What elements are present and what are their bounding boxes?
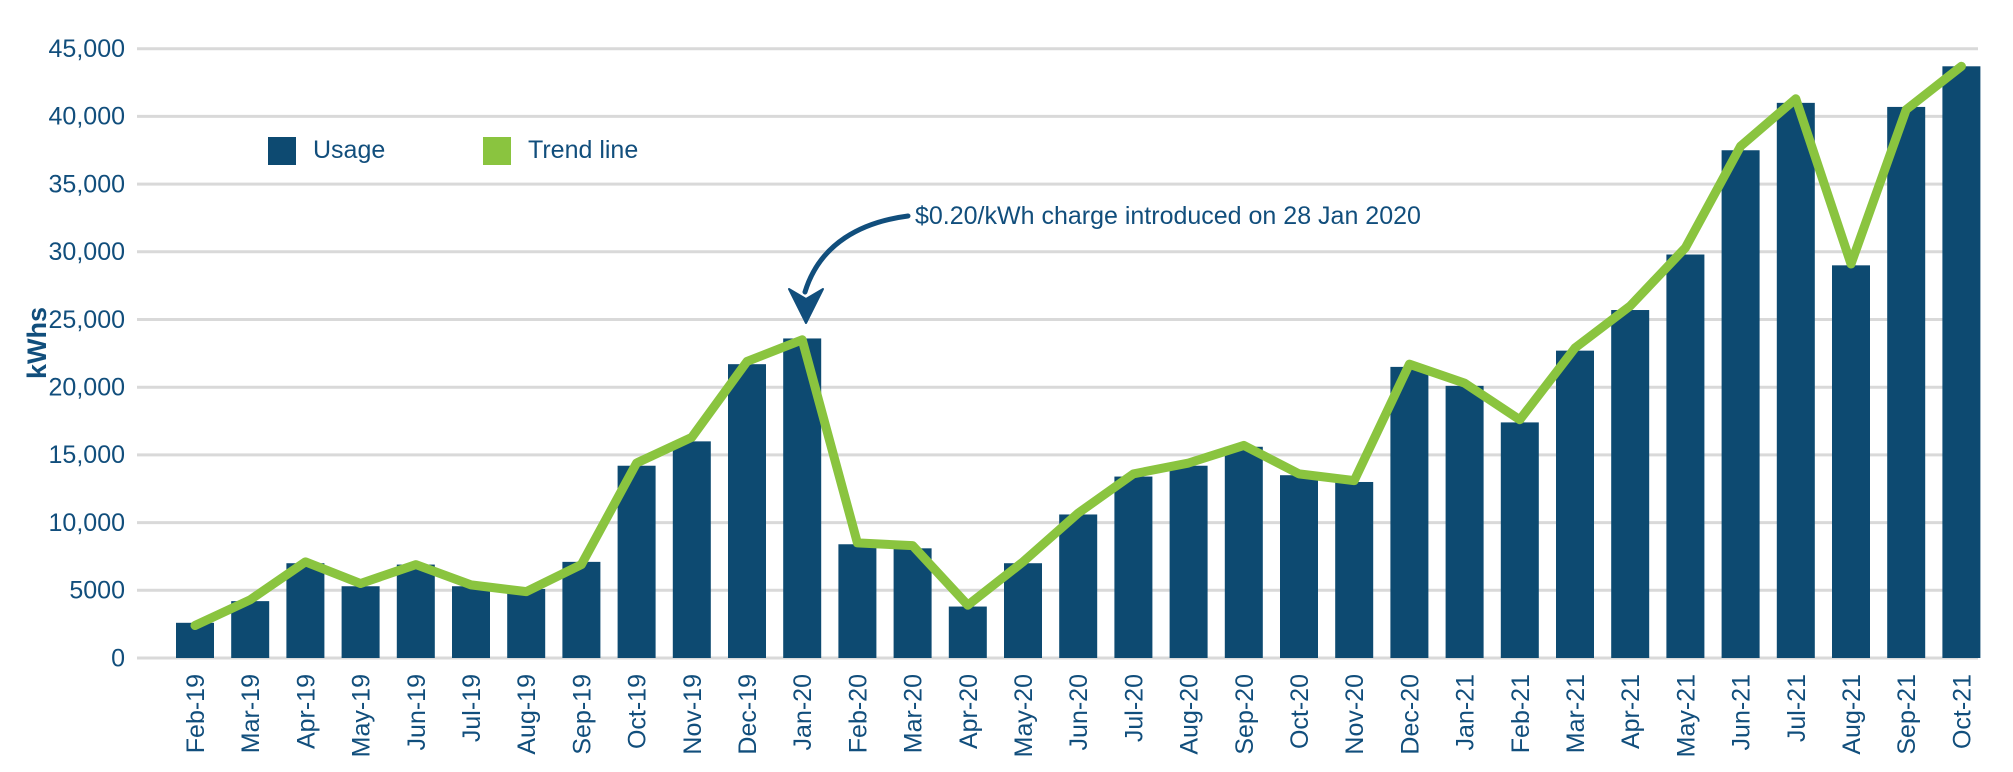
- x-tick-label: Apr-19: [292, 674, 320, 749]
- y-tick-label: 0: [111, 644, 125, 672]
- x-tick-label: Jul-20: [1120, 674, 1148, 742]
- usage-bar: [562, 561, 601, 658]
- usage-bar: [1611, 310, 1650, 658]
- usage-bar: [1059, 514, 1098, 658]
- bars: [176, 66, 1981, 659]
- x-tick-label: Sep-20: [1231, 674, 1259, 755]
- usage-bar: [1776, 102, 1815, 659]
- usage-bar: [728, 364, 766, 658]
- usage-bar: [838, 544, 877, 658]
- x-tick-label: May-20: [1010, 674, 1038, 757]
- usage-bar: [1721, 150, 1760, 658]
- y-tick-label: 5000: [69, 577, 125, 605]
- legend-item-usage: Usage: [268, 136, 385, 165]
- x-tick-label: Dec-20: [1396, 674, 1424, 755]
- x-tick-label: Dec-19: [734, 674, 762, 755]
- x-tick-label: Jan-21: [1452, 674, 1480, 750]
- usage-bar: [1224, 446, 1263, 658]
- y-tick-label: 40,000: [49, 103, 125, 131]
- usage-bar: [1335, 481, 1374, 658]
- usage-bar: [1169, 465, 1208, 658]
- usage-bar: [1556, 350, 1594, 658]
- x-tick-label: Jun-21: [1728, 674, 1756, 750]
- usage-legend-label: Usage: [313, 136, 386, 164]
- x-tick-label: May-21: [1672, 674, 1700, 757]
- x-tick-label: Nov-19: [679, 674, 707, 755]
- x-tick-label: Oct-20: [1286, 674, 1314, 749]
- y-axis-labels: 0 5000 10,000 15,000 20,000 25,000 30,000 35,00…: [49, 35, 125, 672]
- y-tick-label: 10,000: [49, 509, 125, 537]
- x-tick-label: Oct-21: [1948, 674, 1976, 749]
- x-tick-label: Mar-19: [237, 674, 265, 753]
- x-tick-label: Mar-20: [900, 674, 928, 753]
- gridlines: [137, 47, 1978, 660]
- usage-bar: [452, 586, 490, 658]
- trend-line: [190, 61, 1966, 631]
- annotation-arrowhead-icon: [788, 288, 824, 324]
- x-tick-label: Jul-21: [1783, 674, 1811, 742]
- usage-bar: [1500, 422, 1539, 658]
- x-tick-label: Jun-19: [403, 674, 431, 750]
- usage-bar: [1942, 66, 1981, 658]
- usage-bar: [672, 441, 711, 658]
- x-tick-label: Aug-21: [1838, 674, 1866, 755]
- annotation-text: $0.20/kWh charge introduced on 28 Jan 20…: [915, 202, 1421, 230]
- usage-bar: [1445, 385, 1484, 658]
- trend-legend-label: Trend line: [528, 136, 639, 164]
- legend-item-trend: Trend line: [483, 136, 638, 165]
- annotation-arrow: [788, 213, 911, 324]
- y-tick-label: 45,000: [49, 35, 125, 63]
- y-tick-label: 15,000: [49, 441, 125, 469]
- usage-bar: [1887, 106, 1926, 658]
- x-tick-label: Jan-20: [789, 674, 817, 750]
- usage-bar: [1666, 254, 1705, 658]
- x-axis-labels: Feb-19 Mar-19 Apr-19 May-19 Jun-19 Jul-19 Aug-…: [182, 674, 1976, 757]
- x-tick-label: Oct-19: [624, 674, 652, 749]
- usage-bar: [617, 465, 656, 658]
- usage-bar: [507, 588, 546, 658]
- annotation-arrow-curve: [802, 213, 911, 295]
- x-tick-label: Nov-20: [1341, 674, 1369, 755]
- usage-bar: [893, 548, 932, 658]
- usage-bar: [396, 564, 435, 658]
- x-tick-label: Aug-20: [1176, 674, 1204, 755]
- y-tick-label: 25,000: [49, 306, 125, 334]
- x-tick-label: Apr-20: [955, 674, 983, 749]
- y-tick-label: 30,000: [49, 238, 125, 266]
- x-tick-label: Mar-21: [1562, 674, 1590, 753]
- y-tick-label: 20,000: [49, 373, 125, 401]
- x-tick-label: Sep-19: [568, 674, 596, 755]
- usage-bar: [1114, 476, 1153, 658]
- usage-swatch-icon: [268, 136, 296, 165]
- x-tick-label: Sep-21: [1893, 674, 1921, 755]
- x-tick-label: Jul-19: [458, 674, 486, 742]
- x-tick-label: Apr-21: [1617, 674, 1645, 749]
- usage-bar: [341, 586, 380, 658]
- trend-swatch-icon: [483, 136, 511, 165]
- usage-bar: [286, 563, 325, 658]
- x-tick-label: Feb-21: [1507, 674, 1535, 753]
- x-tick-label: May-19: [348, 674, 376, 757]
- usage-bar: [1280, 475, 1318, 658]
- y-tick-label: 35,000: [49, 170, 125, 198]
- x-tick-label: Feb-19: [182, 674, 210, 753]
- x-tick-label: Jun-20: [1065, 674, 1093, 750]
- usage-bar: [948, 606, 987, 658]
- x-tick-label: Feb-20: [844, 674, 872, 753]
- x-tick-label: Aug-19: [513, 674, 541, 755]
- y-axis-title: kWhs: [22, 307, 52, 379]
- usage-bar: [1832, 265, 1870, 658]
- usage-bar: [1004, 563, 1042, 658]
- usage-bar: [1390, 366, 1429, 658]
